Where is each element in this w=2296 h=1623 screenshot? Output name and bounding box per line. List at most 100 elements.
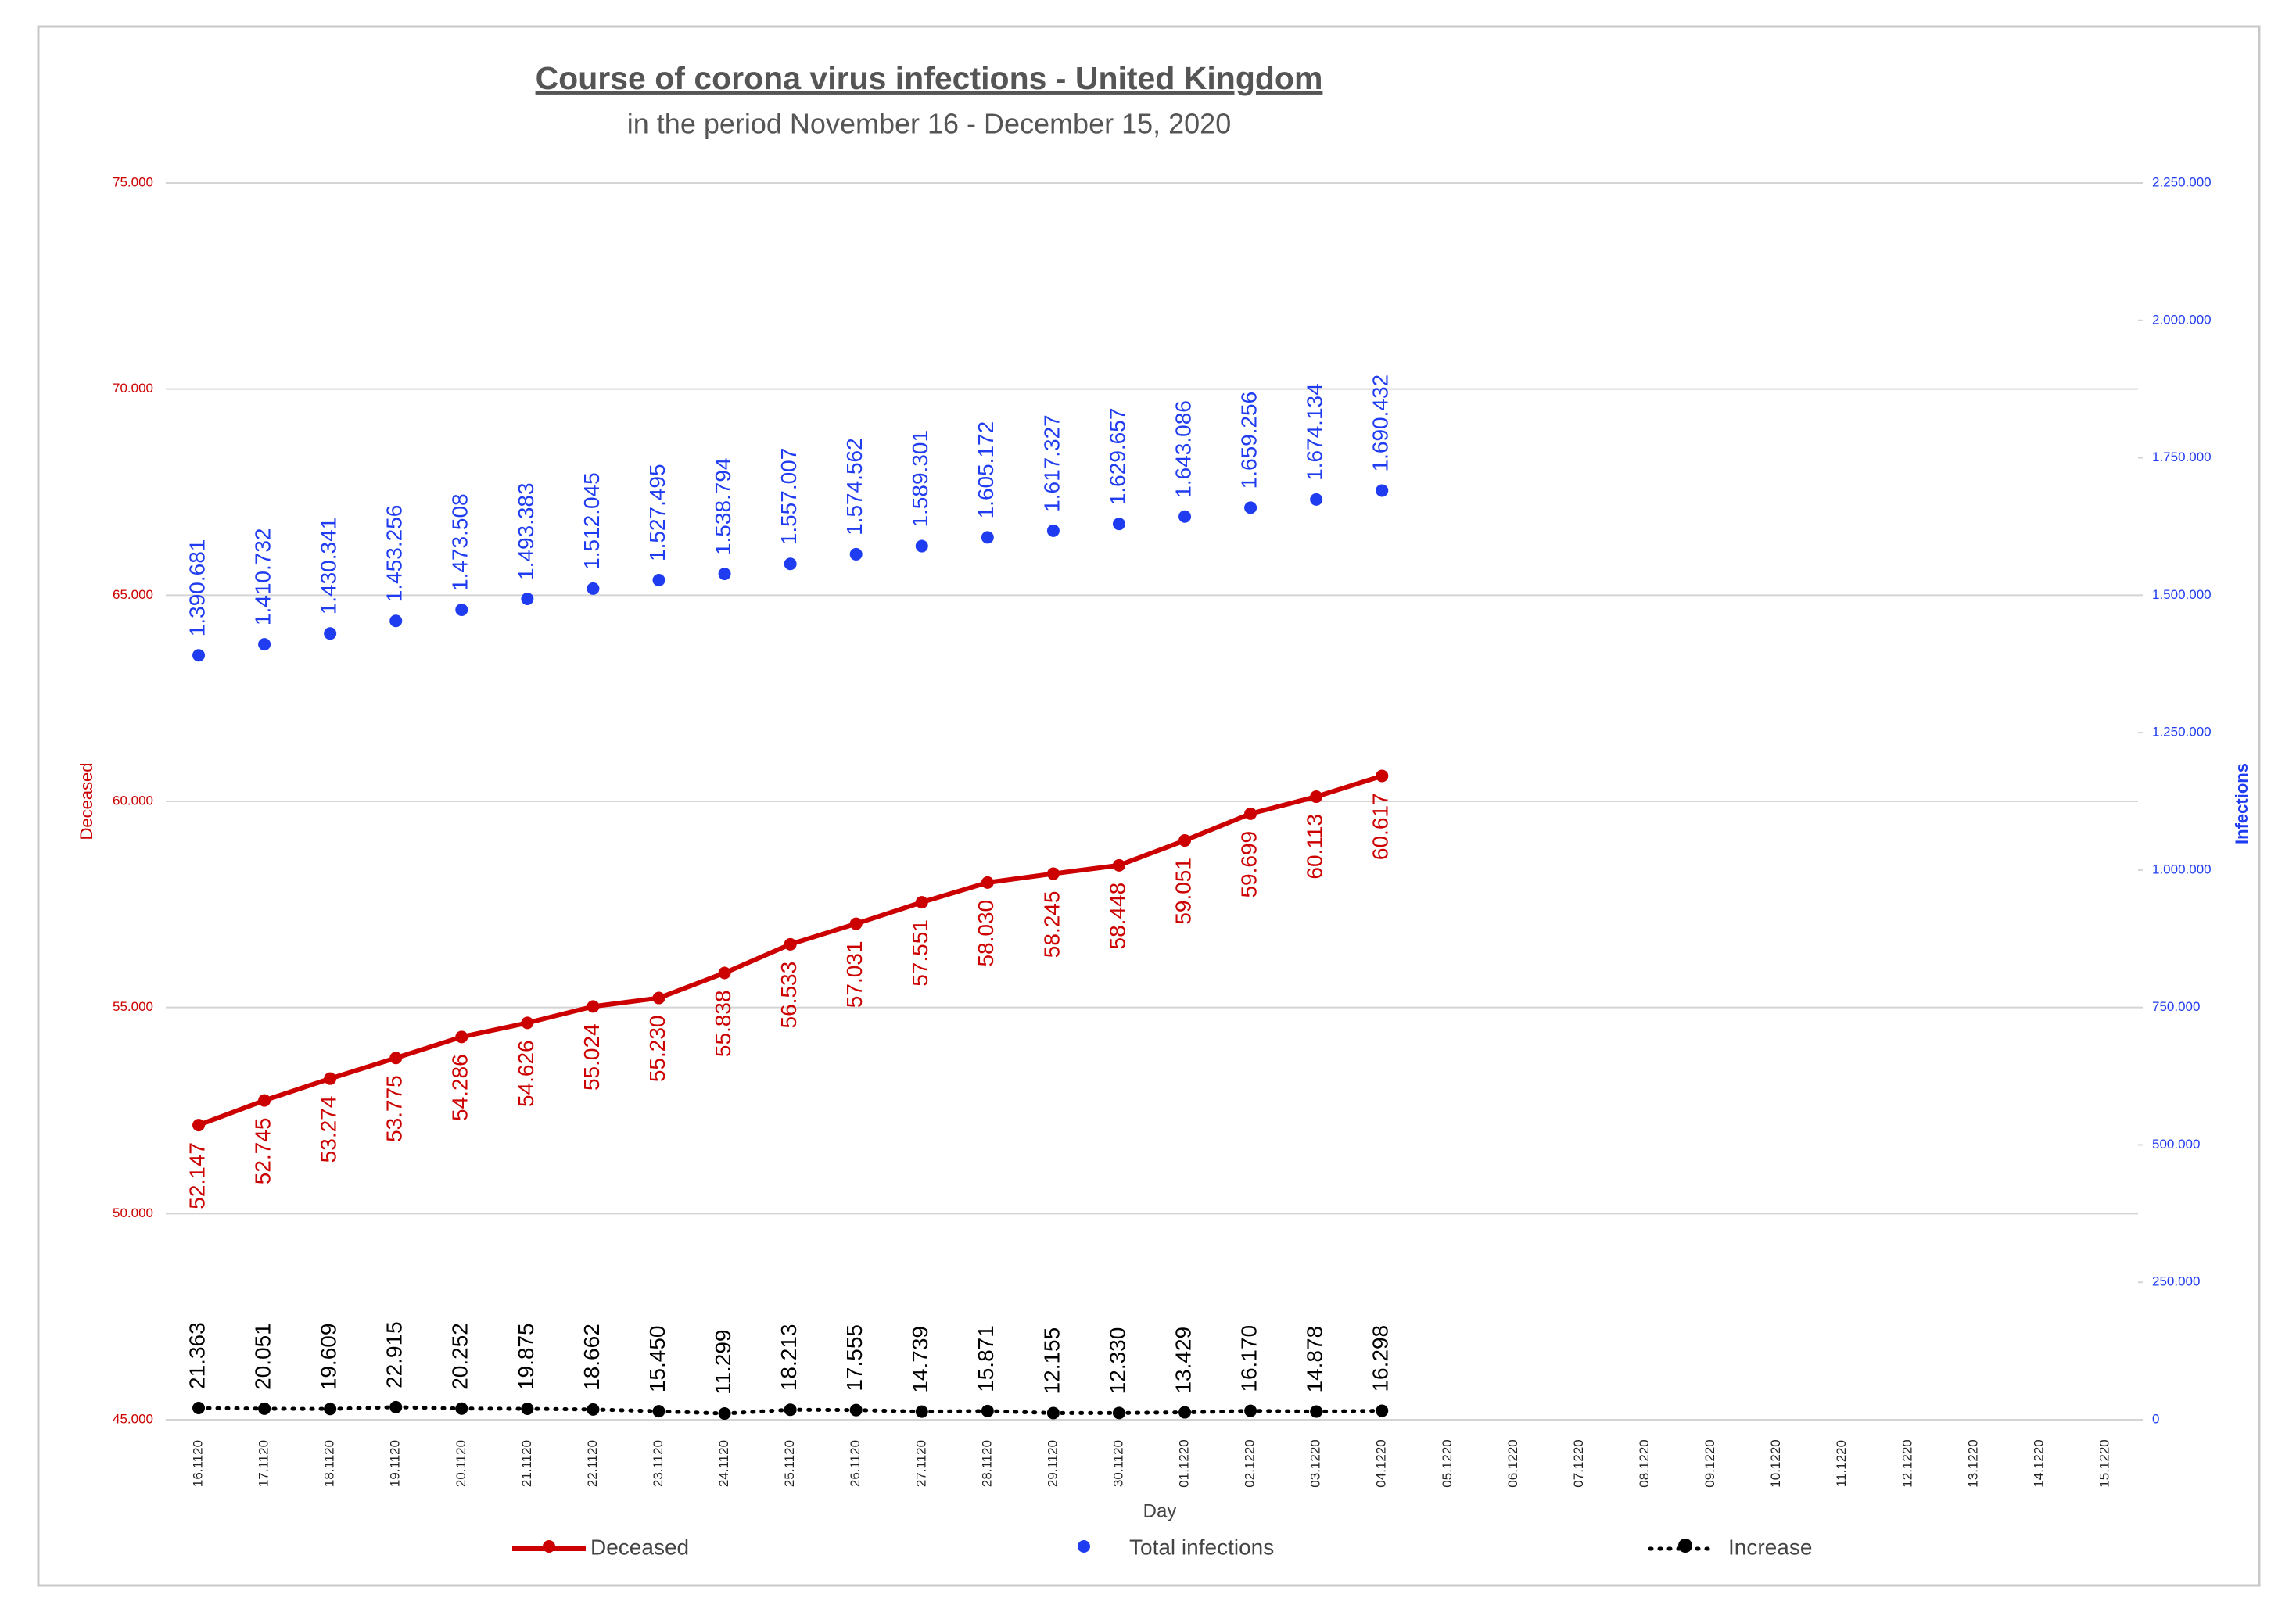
data-label: 53.274 bbox=[317, 1096, 341, 1163]
x-tick-label: 21.1120 bbox=[519, 1440, 534, 1487]
data-point bbox=[324, 627, 337, 640]
data-label: 55.230 bbox=[645, 1016, 669, 1083]
data-point bbox=[324, 1072, 337, 1085]
data-label: 54.626 bbox=[514, 1040, 538, 1107]
y2-tick-label: 1.250.000 bbox=[2152, 725, 2212, 740]
data-point bbox=[1178, 510, 1192, 523]
data-point bbox=[981, 1404, 994, 1417]
data-label: 1.690.432 bbox=[1369, 374, 1393, 472]
data-label: 1.410.732 bbox=[250, 528, 274, 626]
data-point bbox=[1376, 1404, 1389, 1417]
x-tick-label: 22.1120 bbox=[585, 1440, 600, 1487]
data-label: 18.213 bbox=[777, 1324, 801, 1392]
data-label: 21.363 bbox=[185, 1322, 209, 1389]
y2-tick-label: 500.000 bbox=[2152, 1137, 2200, 1152]
data-point bbox=[718, 966, 731, 980]
data-label: 19.609 bbox=[317, 1324, 341, 1391]
legend-marker bbox=[1078, 1540, 1090, 1553]
data-label: 57.031 bbox=[842, 941, 866, 1009]
data-point bbox=[849, 917, 863, 930]
data-point bbox=[849, 1403, 863, 1417]
data-point bbox=[455, 1402, 468, 1415]
data-point bbox=[258, 638, 271, 651]
data-point bbox=[587, 1403, 600, 1416]
y-axis-title: Deceased bbox=[77, 762, 96, 840]
data-point bbox=[652, 1405, 665, 1418]
y-tick-label: 55.000 bbox=[113, 999, 153, 1014]
data-point bbox=[389, 1400, 403, 1413]
data-point bbox=[521, 1016, 534, 1030]
data-point bbox=[981, 531, 994, 544]
data-point bbox=[587, 1000, 600, 1013]
data-label: 1.659.256 bbox=[1236, 392, 1261, 489]
x-tick-label: 01.1220 bbox=[1177, 1439, 1192, 1487]
data-label: 15.450 bbox=[645, 1325, 669, 1392]
data-label: 1.574.562 bbox=[842, 438, 866, 536]
y-tick-label: 45.000 bbox=[113, 1411, 153, 1426]
y2-tick-label: 2.250.000 bbox=[2152, 174, 2212, 189]
data-label: 1.538.794 bbox=[711, 457, 735, 555]
chart-subtitle: in the period November 16 - December 15,… bbox=[627, 108, 1231, 140]
y2-tick-label: 0 bbox=[2152, 1411, 2159, 1426]
x-tick-label: 04.1220 bbox=[1374, 1439, 1389, 1487]
data-point bbox=[1310, 790, 1323, 804]
y-tick-label: 75.000 bbox=[113, 174, 153, 189]
data-point bbox=[258, 1402, 271, 1415]
x-tick-label: 09.1220 bbox=[1702, 1439, 1717, 1487]
x-tick-label: 15.1220 bbox=[2097, 1439, 2111, 1487]
data-point bbox=[192, 1401, 206, 1414]
data-point bbox=[1046, 1406, 1060, 1420]
x-tick-label: 13.1220 bbox=[1965, 1439, 1980, 1487]
data-point bbox=[652, 991, 665, 1005]
x-tick-label: 18.1120 bbox=[322, 1440, 337, 1487]
data-label: 55.024 bbox=[579, 1023, 604, 1091]
data-label: 1.473.508 bbox=[448, 493, 472, 591]
data-label: 14.878 bbox=[1303, 1326, 1327, 1393]
data-label: 20.051 bbox=[250, 1323, 274, 1390]
data-label: 18.662 bbox=[579, 1324, 604, 1391]
data-point bbox=[1310, 493, 1323, 506]
data-point bbox=[1310, 1405, 1323, 1418]
legend-label: Increase bbox=[1728, 1535, 1812, 1559]
y-tick-label: 65.000 bbox=[113, 587, 153, 602]
legend-label: Total infections bbox=[1129, 1535, 1274, 1559]
legend-label: Deceased bbox=[590, 1535, 689, 1559]
data-point bbox=[652, 574, 665, 587]
data-point bbox=[1244, 501, 1257, 514]
data-label: 12.330 bbox=[1105, 1327, 1129, 1395]
data-point bbox=[1112, 1406, 1125, 1420]
data-label: 60.617 bbox=[1369, 793, 1393, 860]
x-tick-label: 03.1220 bbox=[1308, 1439, 1323, 1487]
data-label: 59.699 bbox=[1236, 831, 1261, 898]
y-tick-label: 60.000 bbox=[113, 793, 153, 808]
data-point bbox=[1178, 1406, 1192, 1419]
data-point bbox=[718, 568, 731, 581]
x-tick-label: 10.1220 bbox=[1768, 1439, 1783, 1487]
data-point bbox=[981, 876, 994, 889]
data-point bbox=[389, 1052, 403, 1065]
data-point bbox=[915, 896, 928, 909]
data-point bbox=[455, 1030, 468, 1044]
data-label: 60.113 bbox=[1303, 814, 1327, 880]
y2-axis-title: Infections bbox=[2232, 763, 2251, 844]
data-label: 20.252 bbox=[448, 1323, 472, 1390]
data-label: 22.915 bbox=[382, 1321, 407, 1388]
x-tick-label: 16.1120 bbox=[191, 1440, 206, 1487]
chart-frame bbox=[37, 25, 2261, 1587]
data-label: 13.429 bbox=[1171, 1327, 1195, 1394]
data-point bbox=[1244, 807, 1257, 820]
x-tick-label: 11.1220 bbox=[1834, 1440, 1849, 1487]
x-tick-label: 08.1220 bbox=[1637, 1439, 1652, 1487]
data-label: 1.674.134 bbox=[1303, 383, 1327, 481]
data-point bbox=[849, 547, 863, 561]
data-label: 54.286 bbox=[448, 1054, 472, 1121]
data-label: 16.170 bbox=[1236, 1325, 1261, 1392]
data-point bbox=[1112, 518, 1125, 531]
data-label: 16.298 bbox=[1369, 1325, 1393, 1392]
data-label: 1.643.086 bbox=[1171, 400, 1195, 498]
data-label: 11.299 bbox=[711, 1329, 735, 1395]
data-point bbox=[718, 1407, 731, 1421]
data-label: 1.557.007 bbox=[777, 448, 801, 546]
data-point bbox=[1112, 858, 1125, 872]
